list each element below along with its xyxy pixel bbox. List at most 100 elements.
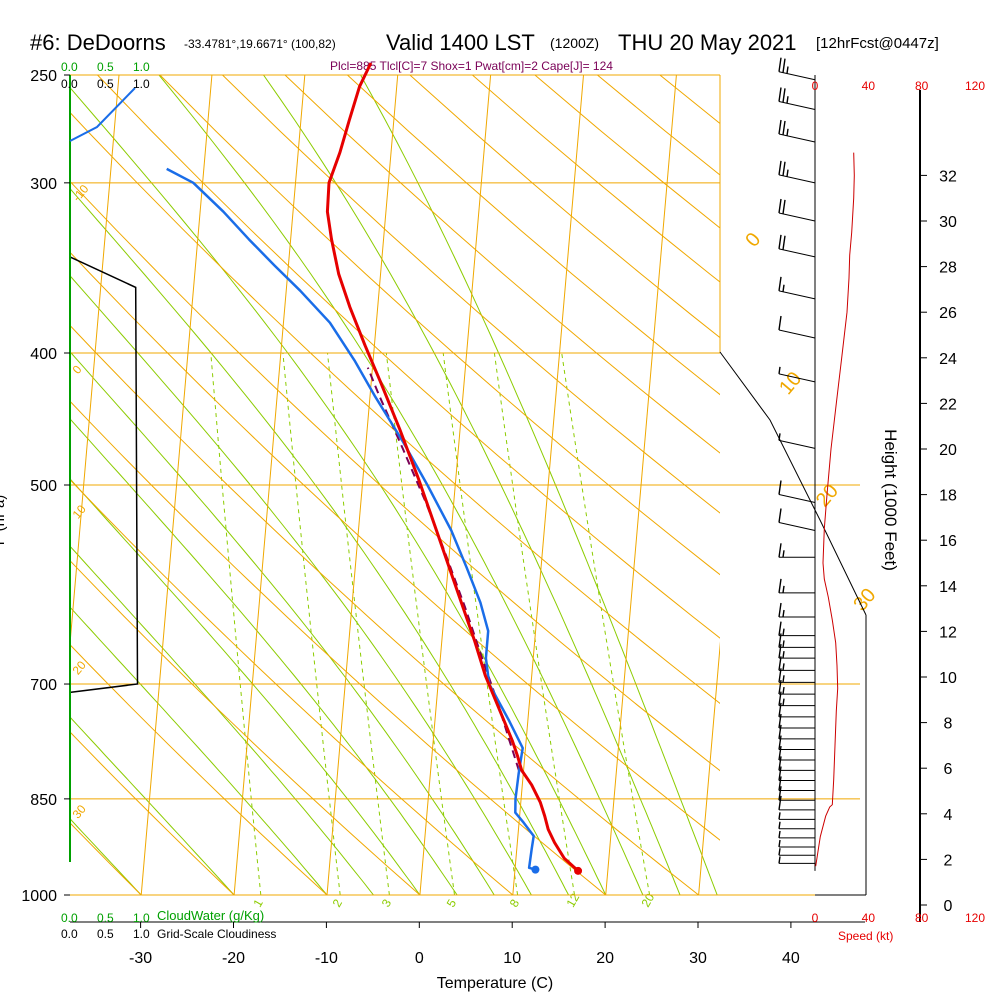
wind-barb-shaft	[778, 133, 816, 143]
pressure-tick-label: 250	[30, 68, 57, 85]
wind-barb-flag	[778, 543, 782, 558]
height-tick-label: 20	[939, 442, 957, 459]
height-tick-label: 0	[944, 898, 953, 915]
wind-barb-flag	[778, 508, 782, 523]
sounding-traces	[166, 62, 583, 875]
speed-tick-top: 40	[862, 79, 876, 93]
dry-adiabat	[70, 731, 235, 895]
pressure-tick-label: 500	[30, 478, 57, 495]
wind-barb-flag	[778, 160, 782, 175]
cloudiness-tick: 0.0	[61, 927, 78, 941]
dry-adiabat	[159, 75, 720, 576]
moist-adiabat	[263, 75, 681, 895]
height-tick-label: 12	[939, 624, 957, 641]
wind-barb-half	[782, 585, 785, 593]
wind-barb-half	[778, 812, 781, 820]
wind-barb-half	[778, 433, 781, 441]
wind-barb	[778, 315, 816, 339]
isotherm-label: 30	[70, 802, 90, 821]
temp-tick-label: 0	[415, 950, 424, 967]
wind-barb-flag	[778, 578, 782, 593]
height-tick-label: 28	[939, 260, 957, 277]
wind-barb-shaft	[778, 439, 816, 449]
wind-barb-half	[782, 609, 785, 618]
wind-barb-shaft	[778, 522, 816, 532]
height-axis-label: Height (1000 Feet)	[881, 429, 900, 571]
cloudwater-line	[69, 87, 136, 142]
moist-adiabat	[70, 275, 532, 895]
grid-lines	[70, 75, 720, 895]
mixing-ratio-line	[210, 352, 262, 895]
wind-barb-shaft	[778, 212, 816, 222]
wind-barb	[778, 198, 816, 222]
temp-tick-label: 20	[596, 950, 614, 967]
wind-barb-half	[786, 66, 789, 74]
cloudiness-tick: 0.5	[97, 927, 114, 941]
dry-adiabat	[70, 251, 720, 841]
height-tick-label: 18	[939, 488, 957, 505]
cloudwater-tick: 0.0	[61, 911, 78, 925]
wind-barb	[778, 433, 816, 449]
wind-barb-half	[782, 640, 785, 648]
wind-barb-shaft	[778, 290, 816, 300]
pressure-tick-label: 1000	[21, 888, 57, 905]
height-tick-label: 14	[939, 579, 957, 596]
wind-barb-half	[778, 830, 781, 839]
dry-adiabat	[97, 75, 720, 639]
height-tick-label: 8	[944, 716, 953, 733]
wind-barb-half	[782, 284, 785, 292]
right-profile-edge	[719, 351, 867, 616]
temp-tick-label: 10	[503, 950, 521, 967]
wind-barb	[778, 366, 816, 383]
wind-barb	[778, 713, 815, 729]
wind-barb-flag	[778, 602, 782, 618]
height-tick-label: 2	[944, 852, 953, 869]
temp-tick-label: -20	[222, 950, 245, 967]
moist-adiabat	[158, 75, 644, 895]
wind-barb	[778, 724, 815, 740]
wind-barb-flag	[782, 58, 786, 73]
mixing-ratio-label: 3	[379, 896, 395, 909]
wind-barb	[778, 830, 815, 839]
wind-barb	[778, 656, 815, 671]
wind-barb-shaft	[778, 329, 816, 339]
speed-tick-top: 0	[812, 79, 819, 93]
wind-barb-half	[786, 128, 789, 136]
moist-adiabat	[70, 545, 374, 895]
moist-adiabat	[70, 351, 495, 895]
wind-barb	[778, 119, 816, 143]
temp-tick-label: 30	[689, 950, 707, 967]
valid-time: Valid 1400 LST	[386, 30, 535, 55]
utc-time: (1200Z)	[550, 35, 599, 51]
wind-barb	[778, 57, 816, 81]
cloudwater-tick: 0.5	[97, 911, 114, 925]
wind-barb-flag	[778, 766, 782, 781]
height-tick-label: 26	[939, 305, 957, 322]
parcel-parameters: Plcl=885 Tlcl[C]=7 Shox=1 Pwat[cm]=2 Cap…	[330, 59, 613, 73]
wind-barb	[778, 786, 815, 801]
height-tick-label: 6	[944, 761, 953, 778]
height-tick-label: 32	[939, 168, 957, 185]
wind-barb	[778, 234, 816, 258]
cloudiness-tick: 0.5	[97, 77, 114, 91]
moist-adiabat	[70, 716, 235, 895]
height-tick-label: 16	[939, 533, 957, 550]
temperature-trace	[325, 62, 580, 873]
dewpoint-trace	[166, 167, 536, 871]
dry-adiabat	[284, 75, 720, 454]
wind-barb	[778, 776, 815, 791]
wind-barb	[778, 160, 816, 184]
wind-barb	[778, 839, 815, 848]
wind-barb-flag	[778, 87, 782, 102]
wind-barb-half	[778, 839, 781, 848]
wind-barb	[778, 276, 816, 300]
wind-barb-half	[778, 821, 781, 829]
mixing-ratio-line	[561, 352, 651, 895]
temp-tick-label: -30	[129, 950, 152, 967]
wind-barb-flag	[782, 88, 786, 103]
wind-barb-flag	[778, 644, 782, 659]
cloudwater-tick: 0.0	[61, 60, 78, 74]
cloudiness-tick: 0.0	[61, 77, 78, 91]
cloudwater-tick: 1.0	[133, 911, 150, 925]
